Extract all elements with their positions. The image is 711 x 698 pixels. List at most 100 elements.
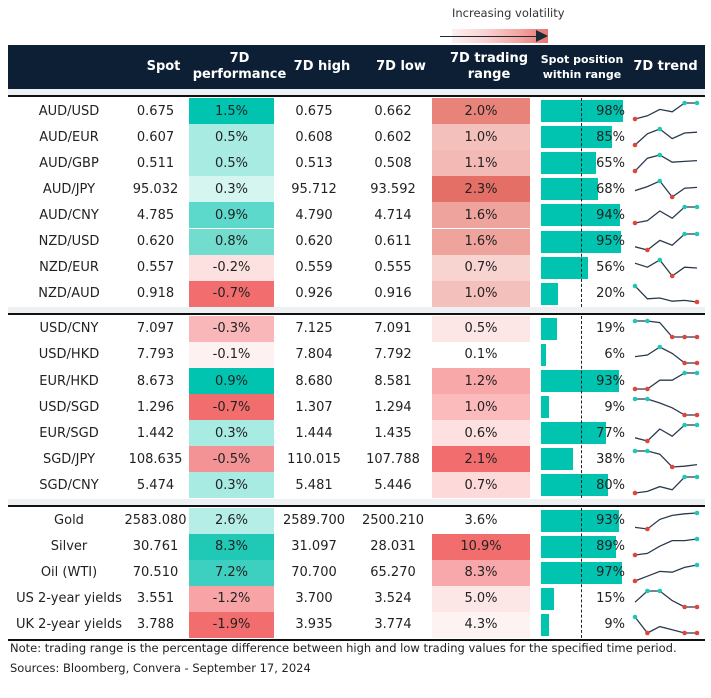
- position-label: 95%: [596, 234, 625, 249]
- cell-low: 0.508: [374, 155, 412, 171]
- cell-pair: USD/SGD: [38, 399, 100, 415]
- table-row: USD/SGD 1.296 -0.7% 1.307 1.294 1.0% 9%: [8, 394, 705, 421]
- cell-spot: 30.761: [132, 539, 179, 555]
- group-divider: [8, 504, 705, 507]
- cell-perf: -0.3%: [189, 315, 274, 342]
- cell-low: 107.788: [366, 451, 420, 467]
- trend-min-marker: [694, 334, 700, 340]
- arrow-right-icon: [440, 36, 540, 37]
- table-row: AUD/USD 0.675 1.5% 0.675 0.662 2.0% 98%: [8, 98, 705, 124]
- cell-high: 95.712: [291, 181, 337, 197]
- position-bar: [541, 474, 609, 497]
- trend-line: [635, 398, 697, 416]
- trend-line: [634, 232, 697, 251]
- cell-perf: -0.7%: [189, 280, 274, 307]
- trend-sparkline: [632, 614, 700, 636]
- trend-min-marker: [645, 438, 650, 444]
- cell-spot: 5.474: [136, 477, 175, 493]
- cell-low: 2500.210: [361, 513, 425, 528]
- cell-perf: -1.2%: [189, 585, 274, 612]
- position-bar: [541, 613, 549, 636]
- trend-max-marker: [682, 422, 687, 428]
- position-label: 6%: [604, 347, 625, 363]
- midpoint-dashed-line: [581, 98, 582, 307]
- trend-max-marker: [657, 178, 663, 184]
- cell-pair: AUD/GBP: [39, 155, 99, 171]
- cell-high: 31.097: [291, 539, 337, 555]
- volatility-legend: Increasing volatility: [440, 6, 570, 43]
- cell-high: 0.513: [295, 155, 333, 171]
- trend-sparkline: [634, 257, 698, 278]
- cell-low: 0.611: [374, 234, 412, 249]
- trend-min-marker: [694, 360, 700, 366]
- trend-sparkline: [634, 178, 698, 200]
- trend-max-marker: [632, 396, 638, 402]
- cell-perf: 0.9%: [189, 202, 274, 229]
- cell-low: 0.662: [374, 103, 412, 119]
- trend-sparkline: [632, 448, 698, 470]
- table-row: UK 2-year yields 3.788 -1.9% 3.935 3.774 4.3%…: [8, 611, 705, 638]
- header-text: within range: [542, 68, 622, 81]
- trend-max-marker: [645, 448, 650, 454]
- trend-max-marker: [694, 510, 700, 515]
- cell-perf: -0.1%: [189, 341, 274, 368]
- position-bar: [541, 178, 599, 201]
- cell-high: 0.675: [295, 103, 333, 119]
- cell-spot: 70.510: [132, 565, 179, 581]
- table-row: NZD/USD 0.620 0.8% 0.620 0.611 1.6% 95%: [8, 228, 705, 255]
- cell-range: 1.0%: [432, 124, 530, 151]
- position-label: 20%: [596, 286, 625, 302]
- trend-line: [634, 590, 697, 608]
- trend-max-marker: [694, 562, 700, 567]
- cell-pair: NZD/AUD: [38, 286, 100, 302]
- trend-min-marker: [632, 168, 638, 174]
- cell-range: 1.0%: [432, 394, 530, 421]
- trend-max-marker: [645, 318, 650, 324]
- position-label: 38%: [596, 451, 625, 467]
- cell-pair: NZD/USD: [38, 234, 100, 249]
- cell-perf: -0.5%: [189, 446, 274, 473]
- trend-sparkline: [634, 344, 700, 366]
- cell-spot: 3.551: [136, 591, 175, 607]
- position-label: 89%: [596, 539, 625, 555]
- trend-line: [634, 424, 697, 442]
- trend-min-marker: [645, 526, 650, 531]
- trend-min-marker: [694, 604, 700, 610]
- cell-pair: Gold: [54, 513, 84, 528]
- midpoint-dashed-line: [581, 507, 582, 638]
- cell-spot: 7.097: [136, 321, 175, 337]
- cell-spot: 0.511: [136, 155, 175, 171]
- cell-range: 1.1%: [432, 150, 530, 177]
- trend-min-marker: [694, 412, 700, 418]
- table-row: USD/HKD 7.793 -0.1% 7.804 7.792 0.1% 6%: [8, 341, 705, 368]
- header-trend: 7D trend: [633, 59, 698, 74]
- table-row: AUD/JPY 95.032 0.3% 95.712 93.592 2.3% 68%: [8, 176, 705, 203]
- cell-low: 1.435: [374, 425, 412, 441]
- trend-sparkline: [634, 231, 700, 252]
- table-row: US 2-year yields 3.551 -1.2% 3.700 3.524 5.0%…: [8, 585, 705, 612]
- trend-line: [634, 537, 698, 556]
- trend-min-marker: [632, 491, 638, 496]
- cell-range: 0.7%: [432, 254, 530, 281]
- trend-max-marker: [682, 475, 687, 480]
- trend-max-marker: [645, 588, 650, 594]
- position-label: 9%: [604, 399, 625, 415]
- position-label: 94%: [596, 207, 625, 223]
- header-text: range: [467, 67, 511, 82]
- table-row: SGD/CNY 5.474 0.3% 5.481 5.446 0.7% 80%: [8, 472, 705, 499]
- cell-high: 0.926: [295, 286, 333, 302]
- trend-line: [634, 154, 698, 172]
- trend-sparkline: [632, 370, 700, 392]
- header-range: 7D trading range: [440, 45, 538, 89]
- cell-high: 3.935: [295, 617, 333, 633]
- cell-low: 0.555: [374, 260, 412, 276]
- position-bar: [541, 448, 573, 471]
- trend-min-marker: [632, 221, 638, 226]
- cell-spot: 8.673: [136, 373, 175, 389]
- cell-high: 70.700: [291, 565, 337, 581]
- table-row: AUD/GBP 0.511 0.5% 0.513 0.508 1.1% 65%: [8, 150, 705, 177]
- position-bar: [541, 396, 549, 419]
- trend-sparkline: [632, 126, 698, 148]
- cell-high: 1.444: [295, 425, 333, 441]
- cell-low: 0.602: [374, 129, 412, 145]
